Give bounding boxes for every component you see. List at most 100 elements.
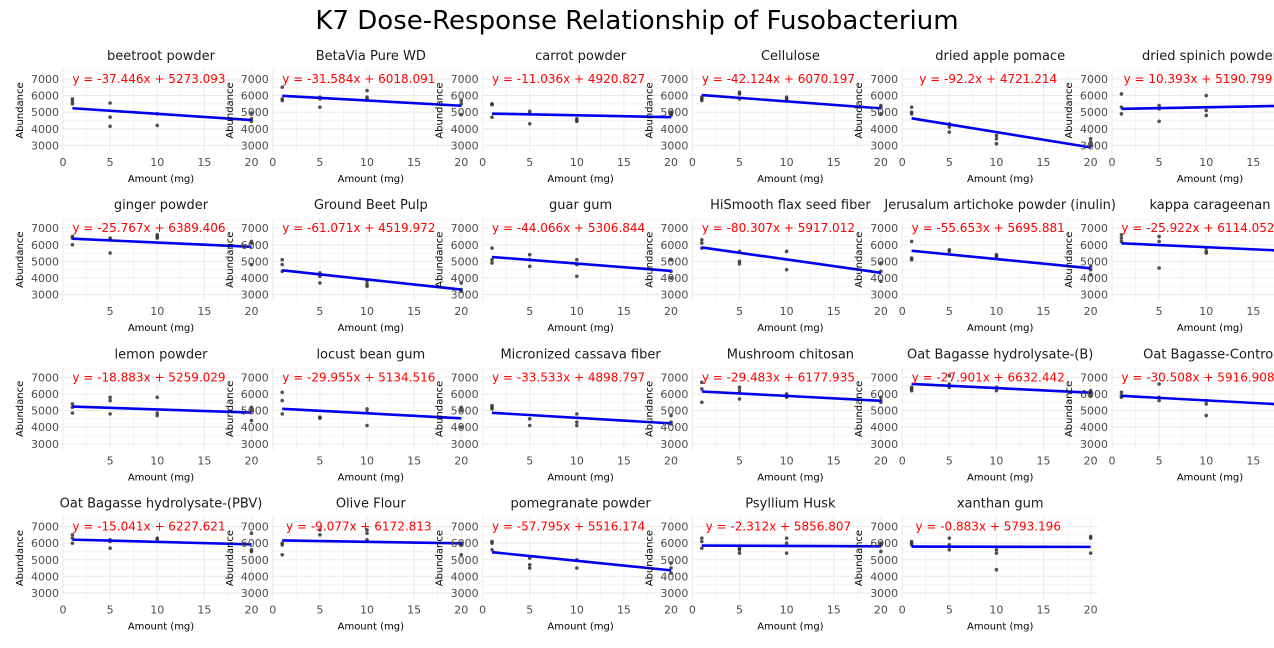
y-axis-label: Abundance	[1064, 381, 1075, 437]
x-tick-label: 5	[107, 156, 114, 169]
x-axis-label: Amount (mg)	[547, 174, 613, 185]
regression-equation: y = -29.483x + 6177.935	[702, 370, 855, 384]
data-point	[108, 412, 112, 416]
data-point	[249, 531, 254, 535]
data-point	[459, 408, 464, 413]
data-point	[737, 92, 742, 96]
data-point	[737, 385, 742, 390]
y-tick-label: 4000	[1080, 123, 1108, 136]
data-point	[1088, 272, 1093, 277]
data-point	[280, 412, 285, 416]
regression-equation: y = -18.883x + 5259.029	[72, 370, 225, 384]
data-point	[669, 571, 673, 575]
x-tick-label: 15	[407, 454, 421, 467]
x-tick-label: 5	[526, 305, 533, 318]
y-tick-label: 3000	[451, 139, 479, 152]
data-point	[1204, 413, 1209, 418]
regression-line	[491, 255, 672, 273]
x-tick-label: 10	[1199, 156, 1213, 169]
y-tick-label: 6000	[31, 388, 59, 401]
data-point	[575, 420, 579, 424]
y-tick-label: 7000	[1080, 222, 1108, 235]
data-point	[700, 536, 704, 540]
y-tick-label: 7000	[451, 371, 479, 384]
y-tick-label: 5000	[451, 405, 479, 418]
y-tick-label: 6000	[1080, 388, 1108, 401]
data-point	[909, 257, 914, 262]
x-tick-label: 20	[664, 156, 678, 169]
y-axis-label: Abundance	[644, 232, 655, 288]
facet-panel: dried apple pomace 3000 4000 5000 6000 7000 0 5…	[854, 49, 1099, 185]
data-point	[108, 398, 112, 403]
x-axis-label: Amount (mg)	[757, 472, 823, 483]
facet-panel: locust bean gum 3000 4000 5000 6000 7000 5 10 15…	[225, 347, 469, 483]
x-tick-label: 15	[197, 454, 211, 467]
data-point	[700, 237, 704, 242]
data-point	[108, 251, 112, 255]
data-point	[784, 551, 789, 555]
data-point	[669, 566, 673, 570]
y-axis-label: Abundance	[854, 82, 865, 138]
y-tick-label: 7000	[241, 73, 269, 86]
facet-panel: beetroot powder 3000 4000 5000 6000 7000 0 5 10 1…	[15, 49, 259, 185]
data-point	[1119, 236, 1124, 240]
facet-title: Oat Bagasse hydrolysate-(B)	[907, 347, 1093, 362]
y-tick-label: 7000	[451, 222, 479, 235]
x-tick-label: 15	[617, 454, 631, 467]
data-point	[490, 261, 494, 265]
y-axis-label: Abundance	[435, 381, 446, 437]
data-point	[70, 102, 75, 106]
y-tick-label: 5000	[660, 255, 688, 268]
data-point	[527, 252, 532, 257]
regression-equation: y = -2.312x + 5856.807	[706, 520, 852, 534]
regression-line	[72, 106, 252, 122]
y-tick-label: 6000	[660, 239, 688, 252]
y-tick-label: 3000	[241, 139, 269, 152]
y-tick-label: 5000	[31, 106, 59, 119]
x-tick-label: 15	[407, 305, 421, 318]
facet-panel: HiSmooth flax seed fiber 3000 4000 5000 6000…	[644, 198, 889, 334]
facet-title: lemon powder	[114, 347, 208, 362]
y-tick-label: 6000	[660, 90, 688, 103]
x-tick-label: 10	[780, 305, 794, 318]
gridlines	[482, 367, 679, 451]
x-axis-label: Amount (mg)	[338, 174, 404, 185]
data-point	[737, 551, 742, 555]
regression-line	[911, 117, 1091, 149]
y-tick-label: 7000	[1080, 371, 1108, 384]
data-point	[1088, 136, 1093, 141]
gridlines	[272, 367, 469, 451]
y-tick-label: 5000	[660, 554, 688, 567]
facet-panel: xanthan gum 3000 4000 5000 6000 7000 0 5 10 15 20 A…	[854, 497, 1099, 633]
x-axis-label: Amount (mg)	[547, 323, 613, 334]
y-tick-label: 3000	[1080, 139, 1108, 152]
facet-panel: Oat Bagasse hydrolysate-(B) 3000 4000 5000 6…	[854, 347, 1099, 483]
regression-line	[491, 550, 672, 572]
gridlines	[901, 516, 1099, 600]
y-tick-label: 6000	[241, 90, 269, 103]
facet-title: dried spinich powder	[1142, 49, 1274, 64]
data-point	[280, 552, 285, 557]
x-axis-label: Amount (mg)	[967, 174, 1033, 185]
regression-equation: y = -61.071x + 4519.972	[282, 221, 435, 235]
data-point	[784, 541, 789, 545]
y-tick-label: 5000	[241, 554, 269, 567]
y-tick-label: 7000	[241, 371, 269, 384]
facet-title: BetaVia Pure WD	[316, 49, 426, 64]
data-point	[879, 112, 883, 116]
regression-equation: y = -33.533x + 4898.797	[492, 370, 645, 384]
facet-panel: kappa carageenan 3000 4000 5000 6000 7000 5 10 1…	[1064, 198, 1274, 334]
data-point	[527, 121, 532, 126]
y-tick-label: 3000	[660, 289, 688, 302]
y-tick-label: 3000	[660, 587, 688, 600]
data-point	[280, 398, 285, 403]
y-axis-label: Abundance	[225, 530, 236, 586]
y-tick-label: 3000	[870, 438, 898, 451]
data-point	[994, 388, 999, 393]
data-point	[947, 548, 952, 552]
x-tick-label: 0	[60, 604, 67, 617]
regression-line	[701, 93, 881, 110]
x-tick-label: 10	[360, 454, 374, 467]
data-point	[365, 423, 369, 428]
y-tick-label: 5000	[241, 405, 269, 418]
